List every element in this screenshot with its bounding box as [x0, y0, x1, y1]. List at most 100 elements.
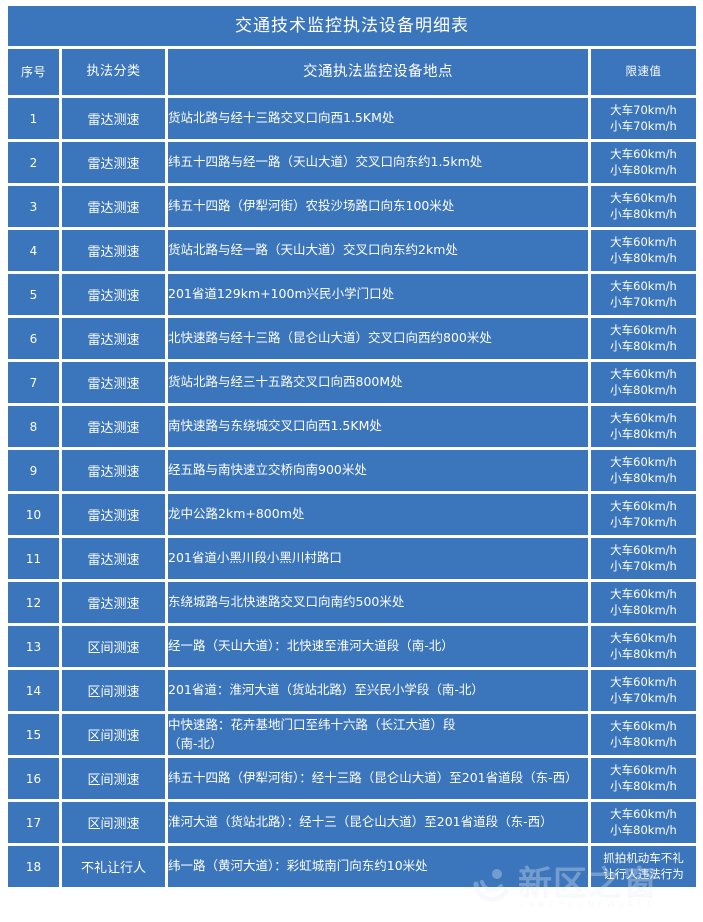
- column-header-no: 序号: [8, 49, 59, 95]
- table-row: 5 雷达测速 201省道129km+100m兴民小学门口处 大车60km/h 小车70k…: [8, 274, 696, 315]
- cell-speed-limit: 大车60km/h 小车80km/h: [591, 362, 696, 403]
- speed-limit-small-vehicle: 小车80km/h: [610, 602, 677, 617]
- speed-limit-small-vehicle: 小车80km/h: [610, 426, 677, 441]
- cell-location-line: 龙中公路2km+800m处: [168, 506, 305, 522]
- column-header-limit: 限速值: [591, 49, 696, 95]
- cell-location-line: 经一路（天山大道）：北快速至淮河大道段（南-北）: [168, 638, 454, 654]
- table-row: 12 雷达测速 东绕城路与北快速路交叉口向南约500米处 大车60km/h 小车80km…: [8, 582, 696, 623]
- cell-location-line: 淮河大道（货站北路）：经十三（昆仑山大道）至201省道段（东-西）: [168, 814, 553, 830]
- cell-location-line: 货站北路与经三十五路交叉口向西800M处: [168, 374, 403, 390]
- cell-speed-limit: 大车60km/h 小车80km/h: [591, 406, 696, 447]
- table-row: 2 雷达测速 纬五十四路与经一路（天山大道）交叉口向东约1.5km处 大车60km/h…: [8, 142, 696, 183]
- cell-speed-limit: 大车60km/h 小车80km/h: [591, 758, 696, 799]
- cell-no: 1: [8, 98, 59, 139]
- cell-speed-limit: 大车60km/h 小车80km/h: [591, 230, 696, 271]
- cell-location-line: 201省道129km+100m兴民小学门口处: [168, 286, 395, 302]
- cell-speed-limit: 大车60km/h 小车80km/h: [591, 802, 696, 843]
- table-row: 17 区间测速 淮河大道（货站北路）：经十三（昆仑山大道）至201省道段（东-西） 大…: [8, 802, 696, 843]
- speed-limit-big-vehicle: 大车60km/h: [610, 455, 677, 470]
- speed-limit-small-vehicle: 小车70km/h: [610, 118, 677, 133]
- cell-location: 淮河大道（货站北路）：经十三（昆仑山大道）至201省道段（东-西）: [168, 802, 588, 843]
- cell-category: 区间测速: [62, 670, 165, 711]
- cell-category: 区间测速: [62, 758, 165, 799]
- speed-limit-big-vehicle: 大车60km/h: [610, 807, 677, 822]
- speed-limit-small-vehicle: 小车70km/h: [610, 294, 677, 309]
- page-title: 交通技术监控执法设备明细表: [8, 6, 696, 46]
- table-row: 8 雷达测速 南快速路与东绕城交叉口向西1.5KM处 大车60km/h 小车80km/h: [8, 406, 696, 447]
- cell-no: 15: [8, 714, 59, 755]
- cell-category: 雷达测速: [62, 406, 165, 447]
- cell-speed-limit: 大车70km/h 小车70km/h: [591, 98, 696, 139]
- cell-speed-limit: 大车60km/h 小车70km/h: [591, 538, 696, 579]
- speed-limit-small-vehicle: 小车80km/h: [610, 822, 677, 837]
- cell-no: 5: [8, 274, 59, 315]
- table-row: 3 雷达测速 纬五十四路（伊犁河街）农投沙场路口向东100米处 大车60km/h 小车8…: [8, 186, 696, 227]
- watermark-sub-text: LANZHOUNEWAREA: [520, 900, 656, 909]
- title-row: 交通技术监控执法设备明细表: [8, 6, 696, 46]
- speed-limit-big-vehicle: 大车60km/h: [610, 499, 677, 514]
- cell-location-line: 货站北路与经一路（天山大道）交叉口向东约2km处: [168, 242, 458, 258]
- speed-limit-small-vehicle: 小车80km/h: [610, 382, 677, 397]
- speed-limit-big-vehicle: 大车60km/h: [610, 191, 677, 206]
- cell-category: 区间测速: [62, 714, 165, 755]
- speed-limit-small-vehicle: 小车80km/h: [610, 778, 677, 793]
- header-row: 序号 执法分类 交通执法监控设备地点 限速值: [8, 49, 696, 95]
- table-row: 16 区间测速 纬五十四路（伊犁河街）：经十三路（昆仑山大道）至201省道段（东-西…: [8, 758, 696, 799]
- cell-no: 11: [8, 538, 59, 579]
- cell-speed-limit: 大车60km/h 小车80km/h: [591, 714, 696, 755]
- cell-location: 201省道129km+100m兴民小学门口处: [168, 274, 588, 315]
- table-row: 13 区间测速 经一路（天山大道）：北快速至淮河大道段（南-北） 大车60km/h 小车…: [8, 626, 696, 667]
- speed-limit-big-vehicle: 大车60km/h: [610, 719, 677, 734]
- cell-category: 不礼让行人: [62, 846, 165, 887]
- table-row: 4 雷达测速 货站北路与经一路（天山大道）交叉口向东约2km处 大车60km/h 小车8…: [8, 230, 696, 271]
- cell-location-line: 北快速路与经十三路（昆仑山大道）交叉口向西约800米处: [168, 330, 492, 346]
- cell-no: 8: [8, 406, 59, 447]
- cell-speed-limit: 大车60km/h 小车80km/h: [591, 450, 696, 491]
- cell-location-line: 南快速路与东绕城交叉口向西1.5KM处: [168, 418, 382, 434]
- cell-location: 纬一路（黄河大道）：彩虹城南门向东约10米处: [168, 846, 588, 887]
- speed-limit-small-vehicle: 小车70km/h: [610, 690, 677, 705]
- speed-limit-small-vehicle: 小车80km/h: [610, 646, 677, 661]
- cell-category: 雷达测速: [62, 318, 165, 359]
- cell-location-line: （南-北）: [168, 735, 223, 751]
- cell-location-line: 纬五十四路（伊犁河街）：经十三路（昆仑山大道）至201省道段（东-西）: [168, 770, 578, 786]
- cell-location: 龙中公路2km+800m处: [168, 494, 588, 535]
- cell-speed-limit: 大车60km/h 小车80km/h: [591, 582, 696, 623]
- speed-limit-small-vehicle: 让行人违法行为: [603, 866, 684, 881]
- speed-limit-big-vehicle: 大车60km/h: [610, 147, 677, 162]
- cell-location: 纬五十四路（伊犁河街）农投沙场路口向东100米处: [168, 186, 588, 227]
- speed-limit-small-vehicle: 小车80km/h: [610, 250, 677, 265]
- speed-limit-big-vehicle: 大车60km/h: [610, 323, 677, 338]
- speed-limit-big-vehicle: 大车60km/h: [610, 587, 677, 602]
- cell-location-line: 201省道小黑川段小黑川村路口: [168, 550, 342, 566]
- table-row: 1 雷达测速 货站北路与经十三路交叉口向西1.5KM处 大车70km/h 小车70km/…: [8, 98, 696, 139]
- cell-category: 雷达测速: [62, 98, 165, 139]
- cell-category: 雷达测速: [62, 186, 165, 227]
- table-row: 7 雷达测速 货站北路与经三十五路交叉口向西800M处 大车60km/h 小车80km/…: [8, 362, 696, 403]
- cell-no: 2: [8, 142, 59, 183]
- cell-category: 雷达测速: [62, 142, 165, 183]
- cell-speed-limit: 抓拍机动车不礼 让行人违法行为: [591, 846, 696, 887]
- cell-no: 14: [8, 670, 59, 711]
- speed-limit-small-vehicle: 小车80km/h: [610, 734, 677, 749]
- cell-location: 201省道：淮河大道（货站北路）至兴民小学段（南-北）: [168, 670, 588, 711]
- cell-category: 雷达测速: [62, 582, 165, 623]
- enforcement-device-table: 交通技术监控执法设备明细表 序号 执法分类 交通执法监控设备地点 限速值 1 雷达…: [5, 3, 699, 890]
- speed-limit-small-vehicle: 小车80km/h: [610, 338, 677, 353]
- speed-limit-small-vehicle: 小车80km/h: [610, 206, 677, 221]
- table-row: 14 区间测速 201省道：淮河大道（货站北路）至兴民小学段（南-北） 大车60km/…: [8, 670, 696, 711]
- speed-limit-big-vehicle: 大车60km/h: [610, 279, 677, 294]
- cell-location: 经一路（天山大道）：北快速至淮河大道段（南-北）: [168, 626, 588, 667]
- cell-no: 17: [8, 802, 59, 843]
- cell-location: 中快速路：花卉基地门口至纬十六路（长江大道）段 （南-北）: [168, 714, 588, 755]
- cell-category: 雷达测速: [62, 450, 165, 491]
- table-row: 6 雷达测速 北快速路与经十三路（昆仑山大道）交叉口向西约800米处 大车60km/h…: [8, 318, 696, 359]
- cell-speed-limit: 大车60km/h 小车80km/h: [591, 626, 696, 667]
- cell-category: 区间测速: [62, 626, 165, 667]
- column-header-category: 执法分类: [62, 49, 165, 95]
- cell-no: 6: [8, 318, 59, 359]
- speed-limit-small-vehicle: 小车70km/h: [610, 558, 677, 573]
- cell-no: 9: [8, 450, 59, 491]
- cell-speed-limit: 大车60km/h 小车70km/h: [591, 670, 696, 711]
